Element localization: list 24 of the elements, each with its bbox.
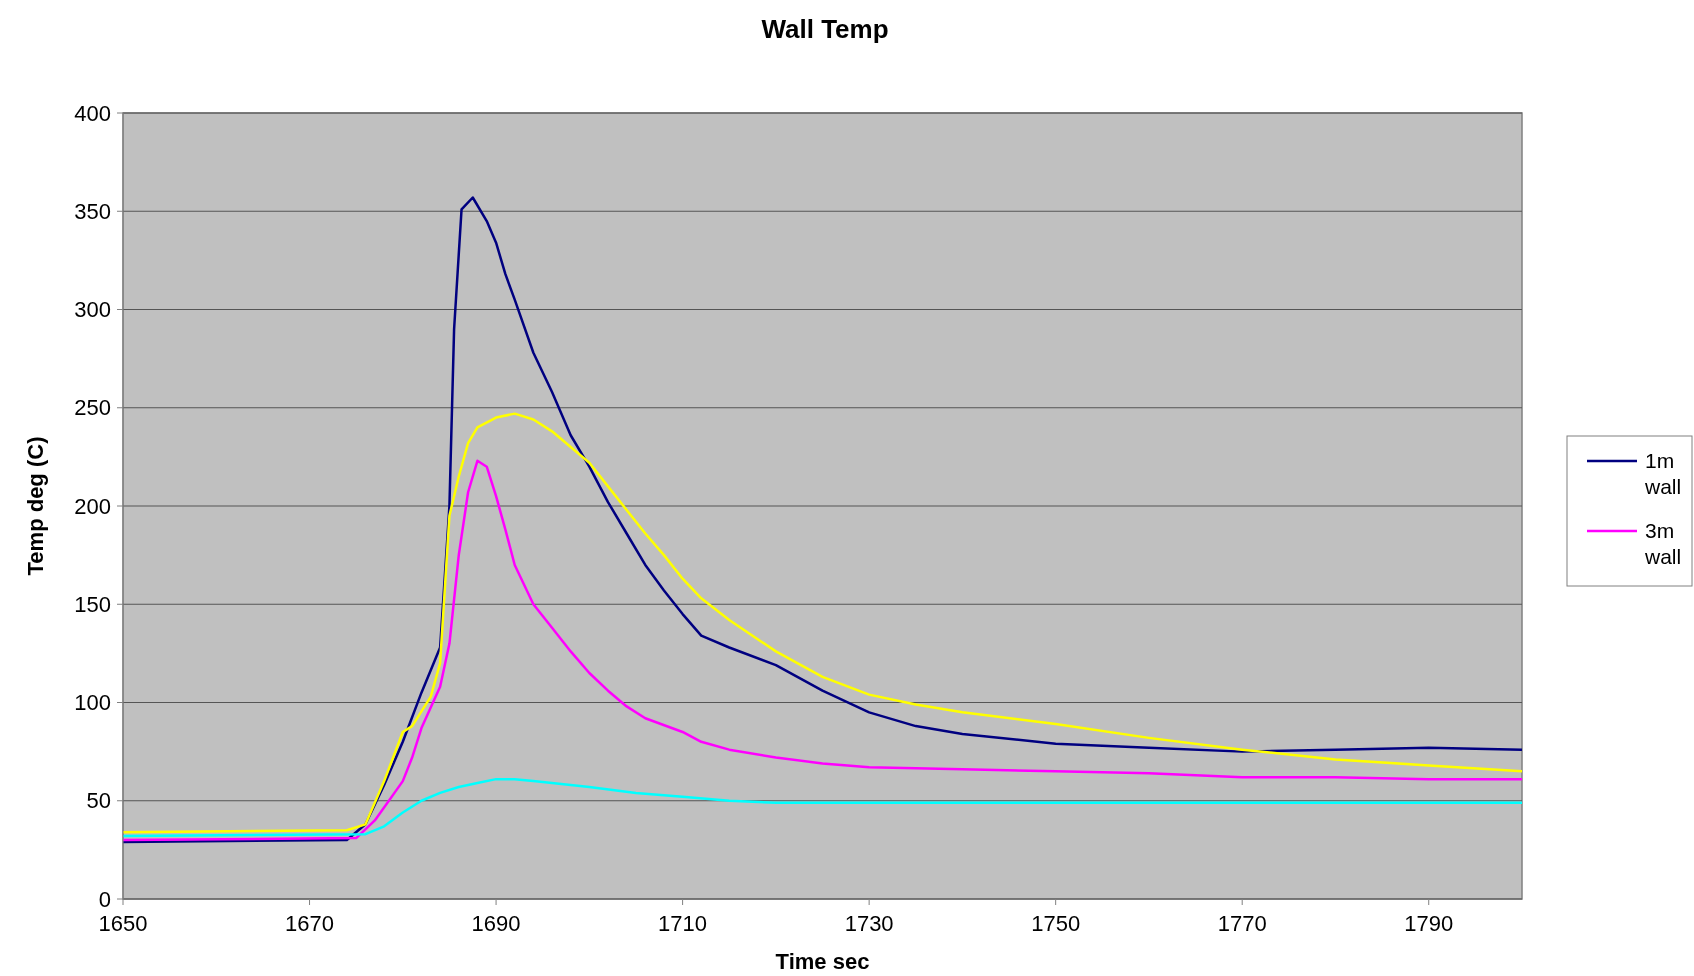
x-tick-label: 1650 (98, 911, 148, 936)
x-tick-label: 1750 (1031, 911, 1081, 936)
x-tick-label: 1790 (1404, 911, 1454, 936)
line-series (121, 777, 1524, 838)
chart-title: Wall Temp (761, 14, 889, 44)
y-tick-label: 50 (86, 788, 111, 814)
x-tick-label: 1710 (658, 911, 708, 936)
x-tick-label: 1690 (471, 911, 521, 936)
y-axis-title: Temp deg (C) (23, 436, 48, 576)
x-tick-label: 1670 (285, 911, 335, 936)
y-tick-label: 0 (98, 886, 111, 912)
x-tick-label: 1770 (1217, 911, 1267, 936)
y-tick-label: 350 (74, 198, 111, 224)
y-tick-label: 150 (74, 591, 111, 617)
y-tick-label: 250 (74, 395, 111, 421)
y-tick-label: 400 (74, 100, 111, 126)
y-tick-label: 100 (74, 690, 111, 716)
x-axis-title: Time sec (775, 949, 870, 974)
y-tick-label: 300 (74, 297, 111, 323)
line-series (121, 196, 1524, 844)
y-tick-label: 200 (74, 493, 111, 519)
legend-label: 3m wall (1644, 519, 1682, 568)
x-tick-label: 1730 (844, 911, 894, 936)
legend-label: 1m wall (1644, 449, 1682, 498)
